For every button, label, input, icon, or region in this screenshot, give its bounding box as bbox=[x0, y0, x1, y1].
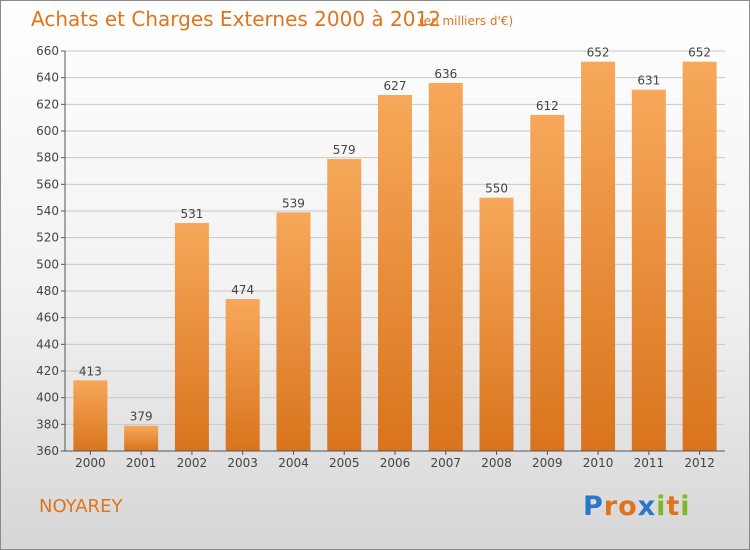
data-label: 413 bbox=[79, 364, 102, 378]
y-tick-label: 380 bbox=[36, 417, 59, 431]
x-tick-label: 2003 bbox=[227, 456, 258, 470]
bar-2007 bbox=[428, 83, 463, 451]
x-tick-label: 2009 bbox=[532, 456, 563, 470]
bar-2005 bbox=[327, 159, 362, 451]
proxiti-logo[interactable]: Proxiti bbox=[583, 491, 691, 522]
x-tick-label: 2007 bbox=[430, 456, 461, 470]
chart-title: Achats et Charges Externes 2000 à 2012 bbox=[31, 7, 441, 31]
x-tick-label: 2012 bbox=[684, 456, 715, 470]
x-tick-label: 2000 bbox=[75, 456, 106, 470]
labels: 360 380 400 420 440 460 480 500 520 540 560 580 600 6… bbox=[36, 44, 715, 470]
y-tick-label: 440 bbox=[36, 337, 59, 351]
logo-letter: P bbox=[583, 491, 604, 522]
y-tick-label: 660 bbox=[36, 44, 59, 58]
logo-letter: t bbox=[666, 491, 681, 522]
data-label: 627 bbox=[384, 79, 407, 93]
y-tick-label: 400 bbox=[36, 391, 59, 405]
data-label: 652 bbox=[587, 46, 610, 60]
bar-2000 bbox=[73, 380, 108, 451]
y-tick-label: 360 bbox=[36, 444, 59, 458]
data-label: 631 bbox=[637, 74, 660, 88]
logo-letter: o bbox=[618, 491, 638, 522]
x-tick-label: 2001 bbox=[126, 456, 157, 470]
commune-name: NOYAREY bbox=[39, 496, 123, 517]
bar-2011 bbox=[631, 89, 666, 452]
data-label: 550 bbox=[485, 182, 508, 196]
x-tick-label: 2011 bbox=[634, 456, 665, 470]
x-tick-label: 2010 bbox=[583, 456, 614, 470]
data-label: 579 bbox=[333, 143, 356, 157]
bar-2006 bbox=[378, 95, 412, 451]
y-tick-label: 480 bbox=[36, 284, 59, 298]
bar-2002 bbox=[174, 223, 209, 451]
y-tick-label: 420 bbox=[36, 364, 59, 378]
y-tick-label: 580 bbox=[36, 151, 59, 165]
bar-2003 bbox=[225, 299, 260, 451]
bar-2008 bbox=[479, 197, 514, 451]
logo-letter: r bbox=[603, 491, 619, 522]
x-tick-label: 2002 bbox=[177, 456, 208, 470]
y-tick-label: 500 bbox=[36, 257, 59, 271]
x-tick-label: 2008 bbox=[481, 456, 512, 470]
y-tick-label: 520 bbox=[36, 231, 59, 245]
bar-2001 bbox=[124, 425, 159, 451]
data-label: 652 bbox=[688, 46, 711, 60]
data-label: 539 bbox=[282, 196, 305, 210]
data-label: 474 bbox=[231, 283, 254, 297]
data-label: 612 bbox=[536, 99, 559, 113]
y-tick-label: 600 bbox=[36, 124, 59, 138]
x-tick-label: 2006 bbox=[380, 456, 411, 470]
bars bbox=[73, 61, 717, 452]
y-tick-label: 460 bbox=[36, 311, 59, 325]
bar-2004 bbox=[276, 212, 311, 451]
logo-letter: i bbox=[680, 491, 691, 522]
bar-2009 bbox=[530, 115, 565, 451]
data-label: 531 bbox=[180, 207, 203, 221]
x-tick-label: 2004 bbox=[278, 456, 309, 470]
y-tick-label: 620 bbox=[36, 97, 59, 111]
x-tick-label: 2005 bbox=[329, 456, 360, 470]
y-tick-label: 640 bbox=[36, 71, 59, 85]
logo-letter: x bbox=[637, 491, 657, 522]
logo-letter: i bbox=[656, 491, 667, 522]
y-tick-label: 540 bbox=[36, 204, 59, 218]
chart-subtitle: (en milliers d'€) bbox=[419, 14, 514, 28]
data-label: 636 bbox=[434, 67, 457, 81]
axes bbox=[61, 50, 725, 455]
data-label: 379 bbox=[130, 410, 153, 424]
bar-2012 bbox=[682, 61, 717, 452]
bar-2010 bbox=[581, 61, 616, 452]
y-tick-label: 560 bbox=[36, 177, 59, 191]
